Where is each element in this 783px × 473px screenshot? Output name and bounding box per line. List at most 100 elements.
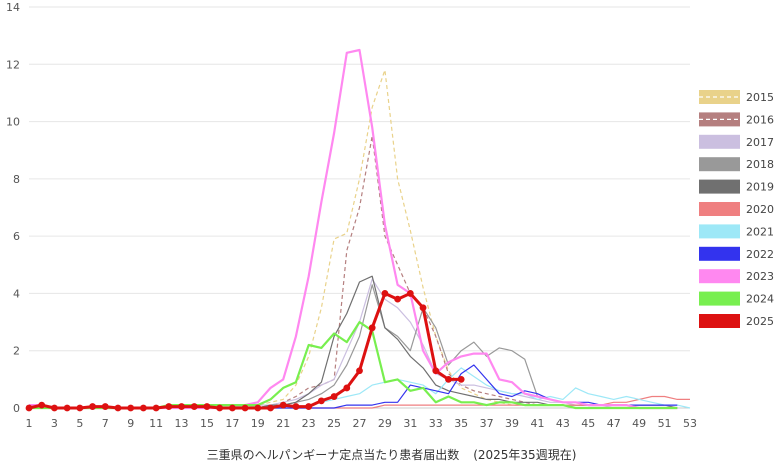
- x-tick-label: 15: [200, 417, 214, 430]
- y-tick-label: 4: [13, 287, 20, 300]
- legend-swatch-2018: [699, 157, 740, 172]
- series-point-2025: [445, 375, 452, 383]
- series-line-2019: [29, 275, 678, 409]
- x-tick-label: 21: [276, 417, 290, 430]
- legend-swatch-2017: [699, 134, 740, 149]
- x-tick-label: 53: [683, 417, 697, 430]
- x-tick-label: 9: [127, 417, 134, 430]
- x-tick-label: 33: [429, 417, 443, 430]
- x-tick-label: 25: [327, 417, 341, 430]
- x-tick-label: 7: [102, 417, 109, 430]
- series-point-2025: [343, 384, 351, 392]
- series-point-2025: [317, 397, 325, 405]
- series-point-2025: [292, 403, 300, 410]
- x-tick-label: 43: [556, 417, 570, 430]
- series-point-2025: [101, 403, 109, 410]
- legend-swatch-2025: [699, 314, 740, 328]
- chart-caption: 三重県のヘルパンギーナ定点当たり患者届出数 (2025年35週現在): [0, 446, 783, 463]
- y-tick-label: 8: [13, 173, 20, 186]
- chart-title: 三重県のヘルパンギーナ定点当たり患者届出数: [206, 448, 460, 462]
- legend-label-2015: 2015: [746, 91, 774, 104]
- legend-swatch-2016: [699, 112, 740, 127]
- series-line-2015: [29, 69, 678, 409]
- series-point-2025: [279, 401, 287, 409]
- x-tick-label: 49: [632, 417, 646, 430]
- series-point-2025: [140, 404, 147, 412]
- series-point-2025: [330, 393, 338, 400]
- series-point-2025: [76, 404, 84, 412]
- x-tick-label: 27: [353, 417, 367, 430]
- legend-swatch-2023: [699, 269, 740, 284]
- x-tick-label: 37: [480, 417, 494, 430]
- series-point-2025: [267, 404, 274, 412]
- series-point-2025: [190, 403, 198, 410]
- x-tick-label: 3: [51, 417, 58, 430]
- series-point-2025: [305, 403, 313, 410]
- series-point-2025: [152, 404, 160, 412]
- x-tick-label: 19: [251, 417, 265, 430]
- legend-swatch-2021: [699, 224, 740, 239]
- x-tick-label: 31: [403, 417, 417, 430]
- series-point-2025: [356, 367, 363, 375]
- legend-label-2023: 2023: [746, 270, 774, 283]
- series-point-2025: [406, 290, 414, 297]
- y-axis-ticks: 0 2 4 6 8 10 12 14: [6, 1, 20, 415]
- series-point-2025: [432, 367, 440, 375]
- legend-label-2016: 2016: [746, 113, 774, 126]
- series-point-2025: [419, 304, 427, 312]
- series-point-2025: [25, 404, 33, 412]
- y-tick-label: 10: [6, 116, 20, 129]
- series-point-2025: [457, 375, 465, 383]
- x-tick-label: 39: [505, 417, 519, 430]
- x-tick-label: 23: [302, 417, 316, 430]
- series-point-2025: [38, 401, 46, 409]
- legend-swatch-2015: [699, 90, 740, 104]
- x-tick-label: 11: [149, 417, 163, 430]
- x-tick-label: 1: [26, 417, 33, 430]
- chart-grid: [29, 6, 690, 409]
- chart-series: [25, 48, 691, 412]
- x-tick-label: 47: [607, 417, 621, 430]
- series-point-2025: [228, 404, 236, 412]
- series-point-2025: [165, 403, 173, 410]
- series-line-2022: [29, 364, 678, 409]
- series-point-2025: [89, 403, 96, 410]
- series-point-2025: [381, 290, 389, 297]
- y-tick-label: 12: [6, 58, 20, 71]
- series-point-2025: [63, 404, 71, 412]
- legend-label-2017: 2017: [746, 136, 774, 149]
- series-point-2025: [178, 403, 185, 410]
- legend-swatch-2022: [699, 246, 740, 261]
- series-point-2025: [51, 404, 58, 412]
- x-tick-label: 17: [225, 417, 239, 430]
- x-tick-label: 51: [658, 417, 672, 430]
- series-point-2025: [394, 295, 402, 303]
- x-tick-label: 5: [76, 417, 83, 430]
- legend-swatch-2019: [699, 179, 740, 194]
- chart-subtitle: (2025年35週現在): [473, 448, 577, 462]
- x-axis-ticks: 1 3 5 7 9 11 13 15 17 19 21 23 25 27 29 31 33 35 37 39 41 43 4…: [26, 417, 698, 430]
- x-tick-label: 35: [454, 417, 468, 430]
- y-tick-label: 2: [13, 345, 20, 358]
- legend-label-2020: 2020: [746, 203, 774, 216]
- series-point-2025: [368, 324, 376, 332]
- x-tick-label: 13: [175, 417, 189, 430]
- series-point-2025: [241, 404, 249, 412]
- legend-label-2025: 2025: [746, 315, 774, 328]
- series-point-2025: [127, 404, 135, 412]
- legend-label-2024: 2024: [746, 293, 774, 306]
- series-point-2025: [203, 403, 211, 410]
- legend-label-2022: 2022: [746, 248, 774, 261]
- legend-label-2019: 2019: [746, 181, 774, 194]
- series-point-2025: [254, 404, 262, 412]
- y-tick-label: 14: [6, 1, 20, 14]
- series-point-2025: [216, 404, 224, 412]
- series-point-2025: [114, 404, 122, 412]
- x-tick-label: 45: [581, 417, 595, 430]
- y-tick-label: 6: [13, 230, 20, 243]
- legend-swatch-2024: [699, 291, 740, 306]
- legend-swatch-2020: [699, 202, 740, 216]
- y-tick-label: 0: [13, 402, 20, 415]
- x-tick-label: 41: [530, 417, 544, 430]
